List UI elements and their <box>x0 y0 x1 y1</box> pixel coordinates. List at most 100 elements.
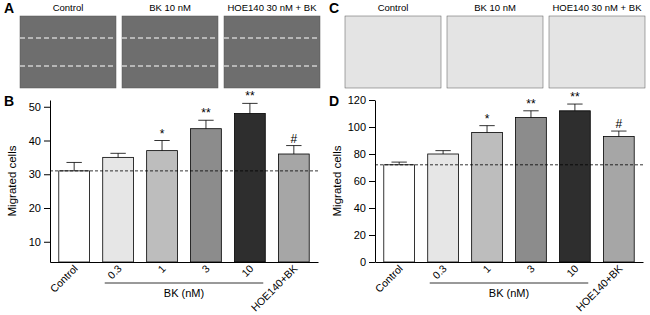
plot-area <box>375 104 643 262</box>
y-tick: 80 <box>354 148 375 160</box>
tick-mark <box>44 141 50 142</box>
axis-line <box>51 262 319 263</box>
error-stem <box>205 120 206 128</box>
error-stem <box>618 131 619 136</box>
chart: B*****#1020304050Migrated cellsControl0.… <box>4 89 319 313</box>
bar <box>147 151 178 262</box>
error-stem <box>399 162 400 165</box>
significance: ** <box>245 89 255 103</box>
error-stem <box>118 153 119 157</box>
bar <box>384 165 415 262</box>
tick-mark <box>44 208 50 209</box>
group-bracket <box>105 283 264 284</box>
x-tick: 10 <box>239 262 256 279</box>
bar <box>191 129 222 262</box>
significance: ** <box>526 97 536 111</box>
y-axis: 1020304050 <box>29 101 51 263</box>
x-tick: 3 <box>199 262 212 275</box>
error-stem <box>162 141 163 151</box>
error-bar <box>110 153 125 157</box>
significance: * <box>485 112 490 126</box>
tick-mark <box>44 174 50 175</box>
photo <box>549 16 645 88</box>
wound-edge <box>20 37 116 38</box>
tick-mark <box>369 181 375 182</box>
group-bracket <box>430 283 589 284</box>
tick-label: 80 <box>354 148 366 160</box>
wound-edge <box>122 37 218 38</box>
error-bar <box>391 162 406 165</box>
significance: * <box>160 127 165 141</box>
x-axis: Control0.31310HOE140+BK <box>372 262 643 313</box>
error-bar <box>523 111 538 118</box>
tick-mark <box>369 262 375 263</box>
tick-label: 10 <box>239 262 256 279</box>
tick-label: 0 <box>360 256 366 268</box>
error-bar <box>66 162 81 170</box>
tick-label: 1 <box>155 262 168 275</box>
error-bar <box>154 141 169 151</box>
tick-label: 3 <box>199 262 212 275</box>
error-stem <box>249 103 250 113</box>
error-stem <box>443 151 444 154</box>
bar <box>235 114 266 263</box>
bar <box>603 136 634 262</box>
error-cap <box>110 153 125 154</box>
panel-label: C <box>329 0 339 16</box>
tick-label: 120 <box>348 94 366 106</box>
tick-mark <box>369 127 375 128</box>
photo <box>122 16 218 88</box>
panel-label: A <box>4 0 14 16</box>
photo <box>20 16 116 88</box>
photo-caption: Control <box>378 2 409 13</box>
y-tick: 40 <box>354 202 375 214</box>
tick-label: 50 <box>29 101 41 113</box>
x-tick: 0.3 <box>105 262 124 281</box>
tick-label: 40 <box>29 135 41 147</box>
significance: # <box>290 132 297 146</box>
panel-label: D <box>329 93 339 109</box>
reference-line <box>50 170 318 171</box>
error-cap <box>435 150 450 151</box>
error-bar <box>611 131 626 136</box>
tick-label: 40 <box>354 202 366 214</box>
photo-caption: HOE140 30 nM + BK <box>553 2 643 13</box>
bar <box>59 171 90 262</box>
chart: D*****#020406080100120Migrated cellsCont… <box>329 90 644 313</box>
tick-label: 20 <box>29 202 41 214</box>
tick-label: Control <box>372 262 404 294</box>
error-bar <box>198 120 213 128</box>
significance: ** <box>201 106 211 120</box>
x-axis-title: BK (nM) <box>164 287 204 299</box>
photo-caption: Control <box>53 2 84 13</box>
tick-mark <box>44 107 50 108</box>
x-tick: 3 <box>524 262 537 275</box>
x-tick: HOE140+BK <box>573 262 624 313</box>
error-bar <box>479 126 494 133</box>
tick-label: 0.3 <box>105 262 124 281</box>
axis-line <box>376 262 644 263</box>
tick-label: 0.3 <box>430 262 449 281</box>
tick-label: 60 <box>354 175 366 187</box>
tick-label: 30 <box>29 168 41 180</box>
bar <box>278 154 309 262</box>
tick-label: 10 <box>564 262 581 279</box>
photo <box>345 16 441 88</box>
tick-label: 100 <box>348 121 366 133</box>
y-tick: 20 <box>29 202 50 214</box>
x-axis: Control0.31310HOE140+BK <box>47 262 318 313</box>
wound-edge <box>122 65 218 66</box>
plot-area <box>50 103 318 262</box>
x-tick: Control <box>47 262 79 294</box>
y-tick: 100 <box>348 121 375 133</box>
y-tick: 120 <box>348 94 375 106</box>
error-stem <box>293 146 294 154</box>
photo <box>224 16 320 88</box>
error-cap <box>391 162 406 163</box>
error-stem <box>487 126 488 133</box>
y-tick: 20 <box>354 229 375 241</box>
significance: ** <box>570 90 580 104</box>
bar <box>560 111 591 262</box>
error-bar <box>567 104 582 111</box>
bar <box>103 157 134 262</box>
